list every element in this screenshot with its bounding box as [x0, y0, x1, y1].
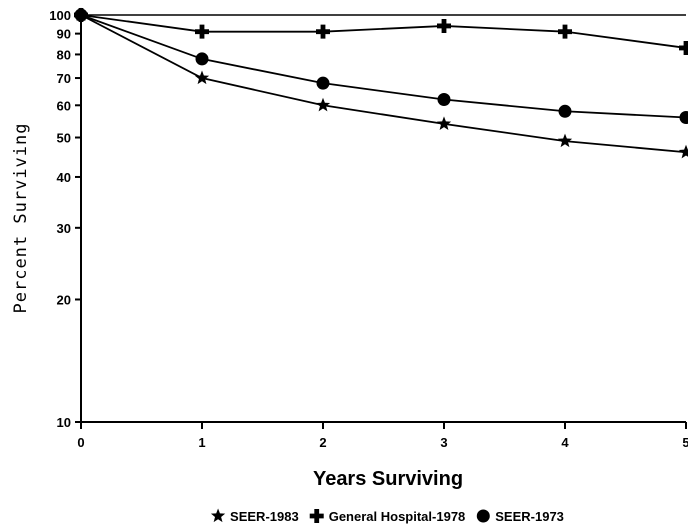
x-ticks: 0 1 2 3 4 5: [77, 422, 688, 450]
data-point-circle: [558, 104, 572, 118]
data-point-star: [194, 70, 210, 85]
data-point-circle: [195, 52, 209, 66]
y-ticks: 10 20 30 40 50 60 70 80 90 100: [49, 8, 81, 430]
data-point-plus: [316, 24, 330, 39]
data-point-circle: [437, 92, 451, 106]
y-tick-label: 70: [57, 71, 71, 86]
data-point-plus: [679, 40, 688, 55]
x-tick-label: 2: [319, 435, 326, 450]
series-circle: [74, 8, 688, 124]
series-line: [80, 14, 687, 119]
x-axis-label: Years Surviving: [313, 468, 463, 490]
series-plus: [74, 8, 688, 55]
legend-label: SEER-1983: [230, 509, 299, 524]
series-line: [80, 14, 687, 154]
series-line: [80, 14, 687, 49]
data-point-star: [315, 97, 331, 112]
legend: SEER-1983 General Hospital-1978 SEER-1973: [210, 508, 564, 524]
axes: [80, 14, 686, 423]
legend-marker-plus: [309, 509, 324, 523]
y-tick-label: 40: [57, 170, 71, 185]
y-tick-label: 30: [57, 221, 71, 236]
data-point-circle: [316, 76, 330, 90]
data-point-star: [678, 144, 688, 159]
x-tick-label: 3: [440, 435, 447, 450]
x-tick-label: 4: [561, 435, 569, 450]
y-axis-label: Percent Surviving: [11, 123, 31, 314]
series-layer: [73, 7, 688, 159]
legend-label: SEER-1973: [495, 509, 564, 524]
data-point-star: [436, 116, 452, 130]
y-tick-label: 20: [57, 292, 71, 307]
legend-marker-star: [210, 508, 226, 523]
data-point-plus: [437, 18, 451, 33]
legend-marker-circle: [476, 509, 490, 523]
data-point-star: [557, 133, 573, 148]
x-tick-label: 1: [198, 435, 205, 450]
data-point-plus: [195, 24, 209, 39]
y-tick-label: 60: [57, 98, 71, 113]
data-point-circle: [74, 8, 88, 22]
y-tick-label: 80: [57, 47, 71, 62]
legend-label: General Hospital-1978: [329, 509, 466, 524]
y-tick-label: 50: [57, 131, 71, 146]
legend-item: SEER-1983: [210, 508, 299, 524]
x-tick-label: 0: [77, 435, 84, 450]
x-tick-label: 5: [682, 435, 688, 450]
data-point-plus: [558, 24, 572, 39]
y-tick-label: 100: [49, 8, 71, 23]
series-star: [73, 7, 688, 159]
data-point-circle: [679, 110, 688, 124]
y-tick-label: 90: [57, 27, 71, 42]
legend-item: SEER-1973: [476, 509, 564, 524]
y-tick-label: 10: [57, 415, 71, 430]
legend-item: General Hospital-1978: [309, 509, 466, 524]
